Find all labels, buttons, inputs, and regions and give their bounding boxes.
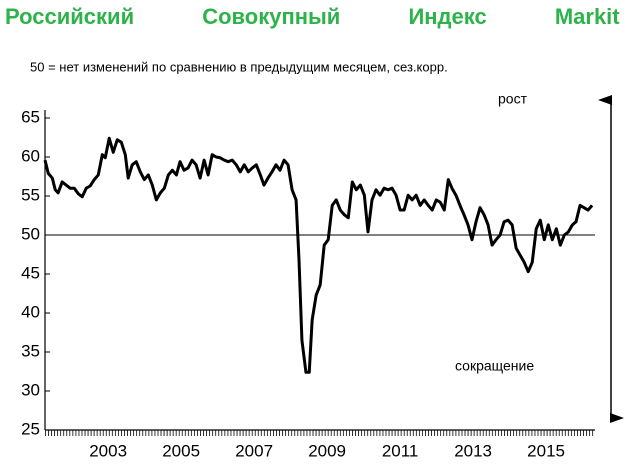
chart-subtitle: 50 = нет изменений по сравнению в предыд…: [30, 59, 448, 74]
x-tick-label: 2003: [89, 441, 127, 460]
minor-ticks: [45, 430, 595, 436]
x-tick-label: 2013: [454, 441, 492, 460]
y-tick-label: 55: [21, 185, 40, 204]
x-tick-label: 2015: [527, 441, 565, 460]
x-tick-label: 2005: [162, 441, 200, 460]
x-tick-label: 2009: [308, 441, 346, 460]
x-tick-label: 2007: [235, 441, 273, 460]
y-tick-label: 35: [21, 341, 40, 360]
chart-title: Российский Совокупный Индекс Markit: [5, 4, 620, 29]
y-tick-label: 30: [21, 380, 40, 399]
y-tick-label: 65: [21, 107, 40, 126]
y-tick-label: 25: [21, 419, 40, 438]
data-line: [43, 136, 594, 374]
y-tick-label: 50: [21, 224, 40, 243]
y-tick-label: 40: [21, 302, 40, 321]
x-tick-label: 2011: [382, 441, 419, 460]
annotation: сокращение: [455, 358, 534, 374]
annotation: рост: [498, 91, 528, 107]
y-tick-label: 45: [21, 263, 40, 282]
y-tick-label: 60: [21, 146, 40, 165]
